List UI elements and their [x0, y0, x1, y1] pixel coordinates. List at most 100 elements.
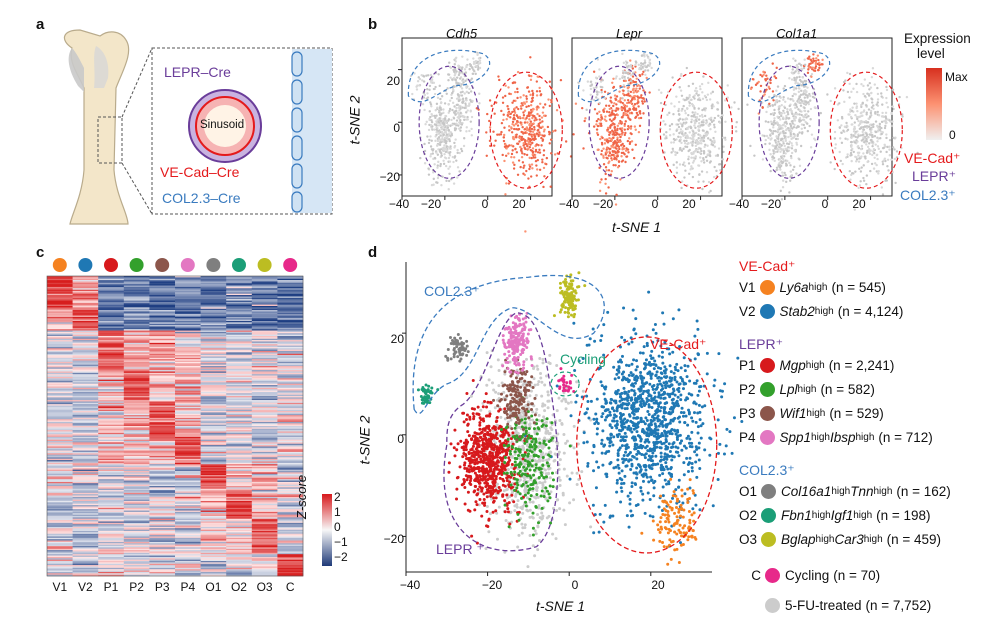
heatmap-cells — [47, 276, 304, 577]
b-xtick: −40 — [558, 197, 580, 211]
legend-dot — [759, 280, 775, 295]
legend-dot — [759, 430, 775, 445]
legend-item-5fu: 5-FU-treated (n = 7,752) — [739, 598, 931, 613]
d-region-col: COL2.3⁺ — [424, 283, 480, 299]
legend-dot — [761, 484, 777, 499]
lepr-cre-label: LEPR–Cre — [164, 64, 231, 80]
heatmap-column-label: C — [285, 580, 295, 594]
cluster-dot-o2 — [232, 258, 246, 272]
legend-dot — [761, 532, 777, 547]
d-region-vecad: VE-Cad⁺ — [650, 336, 707, 352]
zscore-tick: 0 — [334, 520, 341, 534]
b-xtick: 20 — [512, 197, 526, 211]
feature-plot-cdh5 — [398, 37, 586, 233]
cluster-dot-o1 — [206, 258, 221, 272]
zscore-tick: 2 — [334, 490, 341, 504]
vecad-cre-label: VE-Cad–Cre — [160, 164, 240, 180]
expression-colorbar-max: Max — [945, 70, 968, 84]
b-xlabel: t-SNE 1 — [612, 219, 662, 235]
b-xtick: 0 — [481, 197, 489, 211]
d-xtick: 20 — [651, 578, 665, 592]
cluster-points-v1 — [640, 477, 698, 566]
d-xtick: 0 — [571, 578, 579, 592]
d-xtick: −20 — [481, 578, 503, 592]
heatmap-column-label: V1 — [52, 580, 68, 594]
expression-colorbar — [926, 68, 942, 140]
d-region-cycling: Cycling — [560, 351, 606, 367]
b-legend-vecad: VE-Cad⁺ — [904, 150, 961, 166]
legend-item-p2: P2 Lpl high (n = 582) — [739, 382, 875, 397]
cluster-dot-o3 — [257, 258, 272, 272]
b-xtick: 20 — [852, 197, 866, 211]
b-xtick: 20 — [682, 197, 696, 211]
heatmap-column-label: P3 — [154, 580, 170, 594]
heatmap-column-label: O3 — [256, 580, 273, 594]
cluster-points-c — [557, 367, 576, 393]
expression-colorbar-title-1: Expression — [904, 31, 971, 46]
cluster-points-o2 — [416, 383, 440, 405]
cluster-points-p4 — [501, 311, 534, 375]
legend-group-header: VE-Cad⁺ — [739, 258, 796, 274]
cluster-dot-c — [283, 258, 298, 272]
cluster-dot-p4 — [180, 258, 195, 272]
cluster-points-p1 — [447, 378, 533, 545]
cluster-legend: VE-Cad⁺ V1 Ly6a high (n = 545) V2 Stab2 high (n … — [739, 258, 997, 613]
legend-item-p1: P1 Mgp high (n = 2,241) — [739, 358, 895, 373]
heatmap-column-label: O1 — [205, 580, 222, 594]
feature-plot-col — [741, 37, 919, 211]
heatmap-column-label: P1 — [103, 580, 119, 594]
zscore-colorbar — [322, 494, 332, 566]
zscore-tick: 1 — [334, 505, 341, 519]
cluster-dot-p1 — [104, 258, 118, 272]
panel-label-c: c — [36, 244, 45, 261]
feature-plot-lepr — [571, 37, 752, 206]
cluster-points-o1 — [444, 333, 470, 363]
b-xtick: −20 — [760, 197, 782, 211]
gene-title-cdh5: Cdh5 — [446, 26, 478, 41]
d-ytick: 20 — [390, 332, 404, 346]
d-scatter-points — [416, 271, 744, 569]
heatmap-column-label: O2 — [230, 580, 247, 594]
d-ytick: 0 — [397, 432, 404, 446]
zscore-tick: −1 — [334, 535, 348, 549]
gene-title-col1a1: Col1a1 — [776, 26, 818, 41]
legend-item-v1: V1 Ly6a high (n = 545) — [739, 280, 886, 295]
b-xtick: −20 — [420, 197, 442, 211]
legend-item-cycling: C Cycling (n = 70) — [751, 568, 881, 583]
legend-dot — [759, 382, 775, 397]
d-ylabel: t-SNE 2 — [356, 415, 373, 465]
d-xlabel: t-SNE 1 — [536, 598, 586, 614]
legend-dot — [759, 406, 775, 421]
d-region-lepr: LEPR ⁺ — [436, 541, 484, 557]
panel-label-a: a — [36, 16, 45, 33]
legend-item-o3: O3 Bglap high Car3 high (n = 459) — [739, 532, 942, 547]
b-xtick: −20 — [592, 197, 614, 211]
b-xtick: −40 — [728, 197, 750, 211]
sinusoid-label: Sinusoid — [200, 119, 245, 131]
d-xtick: −40 — [399, 578, 421, 592]
heatmap-column-label: V2 — [78, 580, 93, 594]
legend-item-p3: P3 Wif1 high (n = 529) — [739, 406, 884, 421]
b-ytick: 0 — [393, 121, 400, 135]
cluster-dot-p2 — [129, 258, 144, 272]
expression-colorbar-min: 0 — [949, 128, 956, 142]
cluster-dot-v1 — [52, 258, 67, 272]
cluster-points-p2 — [500, 396, 572, 537]
legend-item-o2: O2 Fbn1 high Igf1 high (n = 198) — [739, 508, 931, 523]
b-legend-col: COL2.3⁺ — [900, 187, 956, 203]
legend-item-p4: P4 Spp1 high Ibsp high (n = 712) — [739, 430, 933, 445]
legend-item-v2: V2 Stab2 high (n = 4,124) — [739, 304, 904, 319]
b-xtick: 0 — [651, 197, 659, 211]
legend-group-header: LEPR⁺ — [739, 336, 783, 352]
zscore-tick: −2 — [334, 550, 348, 564]
legend-item-o1: O1 Col16a1 high Tnn high (n = 162) — [739, 484, 951, 499]
cluster-dot-p3 — [155, 258, 170, 272]
legend-group-header: COL2.3⁺ — [739, 462, 795, 478]
expression-colorbar-title-2: level — [917, 46, 945, 61]
col23-cre-label: COL2.3–Cre — [162, 190, 241, 206]
b-ytick: 20 — [386, 74, 400, 88]
b-ytick: −20 — [379, 170, 400, 184]
